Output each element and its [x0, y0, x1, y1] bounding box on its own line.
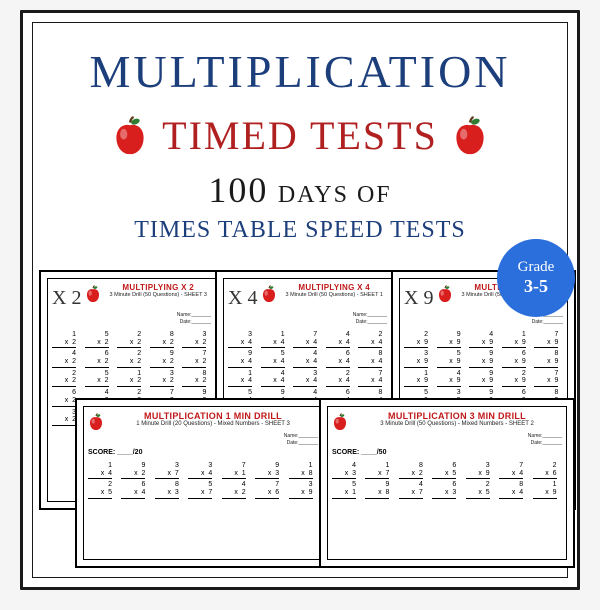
grade-label: Grade: [518, 259, 555, 276]
worksheet-1min-drill: MULTIPLICATION 1 MIN DRILL1 Minute Drill…: [75, 398, 331, 568]
worksheets-preview: X 2MULTIPLYING X 23 Minute Drill (50 Que…: [23, 270, 577, 590]
cover-card: MULTIPLICATION TIMED TESTS 100 DAYS OF T…: [20, 10, 580, 590]
worksheet-3min-drill: MULTIPLICATION 3 MIN DRILL3 Minute Drill…: [319, 398, 575, 568]
grade-range: 3-5: [524, 276, 548, 297]
grade-badge: Grade 3-5: [497, 239, 575, 317]
